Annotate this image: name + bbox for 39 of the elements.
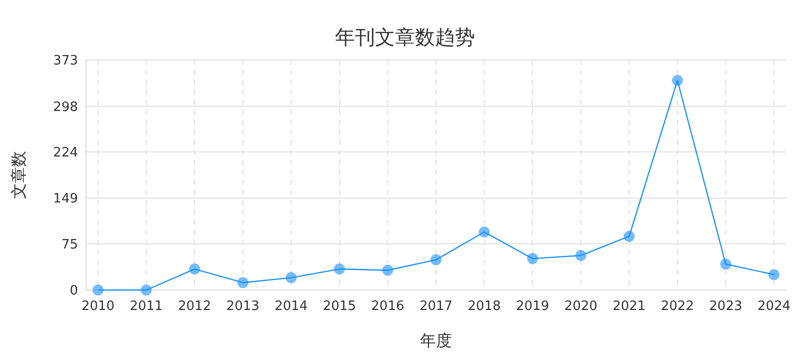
x-tick-label: 2022 bbox=[660, 299, 694, 314]
point bbox=[624, 230, 635, 242]
point bbox=[768, 269, 780, 280]
x-tick-label: 2018 bbox=[468, 299, 501, 314]
point bbox=[237, 277, 248, 288]
point bbox=[92, 284, 104, 296]
point bbox=[189, 264, 200, 275]
chart-title: 年刊文章数趋势 bbox=[335, 25, 475, 49]
x-tick-label: 2011 bbox=[130, 299, 163, 314]
x-tick-label: 2020 bbox=[564, 299, 598, 314]
x-tick-label: 2021 bbox=[612, 299, 646, 314]
point bbox=[334, 264, 345, 275]
y-tick-label: 373 bbox=[53, 54, 78, 69]
x-axis-title: 年度 bbox=[420, 331, 452, 350]
point bbox=[575, 250, 586, 261]
x-tick-label: 2019 bbox=[516, 299, 550, 314]
y-tick-label: 0 bbox=[70, 284, 78, 299]
point bbox=[527, 253, 538, 264]
y-tick-label: 75 bbox=[61, 237, 78, 252]
x-tick-label: 2024 bbox=[757, 299, 791, 314]
y-tick-label: 298 bbox=[53, 100, 78, 115]
point bbox=[720, 258, 732, 270]
x-tick-label: 2017 bbox=[419, 299, 453, 314]
point bbox=[382, 264, 394, 276]
point bbox=[140, 284, 152, 296]
y-axis-title: 文章数 bbox=[9, 151, 28, 199]
x-tick-label: 2010 bbox=[81, 299, 115, 314]
y-tick-label: 224 bbox=[53, 145, 78, 160]
x-tick-label: 2014 bbox=[274, 299, 308, 314]
x-tick-label: 2015 bbox=[322, 299, 356, 314]
x-tick-label: 2023 bbox=[709, 299, 742, 314]
x-tick-label: 2016 bbox=[371, 299, 404, 314]
x-tick-label: 2013 bbox=[226, 299, 260, 314]
y-tick-label: 149 bbox=[53, 192, 78, 207]
point bbox=[430, 254, 442, 266]
x-tick-label: 2012 bbox=[178, 299, 212, 314]
point bbox=[672, 74, 683, 86]
point bbox=[286, 272, 297, 284]
point bbox=[478, 226, 490, 238]
